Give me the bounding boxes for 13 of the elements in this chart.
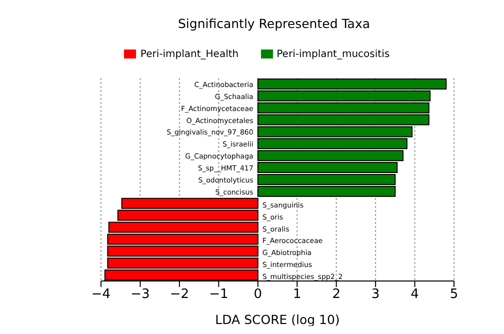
- legend-label: Peri-implant_mucositis: [276, 48, 390, 60]
- chart-title: Significantly Represented Taxa: [176, 16, 372, 31]
- x-tick-label: −4: [91, 287, 111, 302]
- x-tick-label: 0: [254, 287, 262, 302]
- x-tick-label: 3: [371, 287, 380, 302]
- x-tick-label: 1: [292, 287, 302, 302]
- x-tick-label: 4: [410, 287, 419, 302]
- legend-label: Peri-implant_Health: [140, 48, 239, 60]
- x-tick-label: −1: [209, 287, 228, 302]
- x-tick-label: 5: [450, 287, 458, 302]
- x-tick-label: −3: [130, 287, 150, 302]
- x-tick-label: −2: [170, 287, 190, 302]
- x-tick-label: 2: [332, 287, 340, 302]
